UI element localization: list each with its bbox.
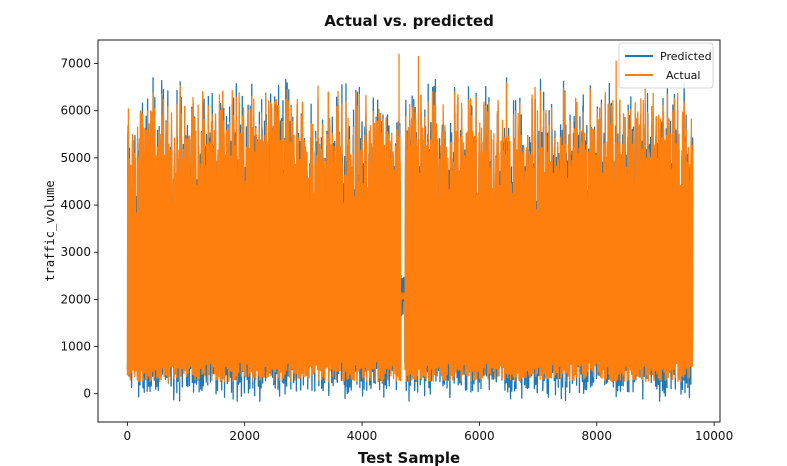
legend-box bbox=[618, 42, 714, 89]
legend-label-predicted: Predicted bbox=[660, 50, 712, 63]
y-axis-label: traffic_volume bbox=[43, 180, 57, 281]
y-tick-label: 5000 bbox=[60, 151, 91, 165]
x-tick-label: 2000 bbox=[229, 429, 260, 443]
plot-area bbox=[97, 39, 721, 423]
series-line-actual bbox=[126, 53, 694, 383]
x-tick-label: 0 bbox=[124, 429, 132, 443]
y-tick-label: 1000 bbox=[60, 340, 91, 354]
y-tick-label: 4000 bbox=[60, 198, 91, 212]
x-tick-label: 4000 bbox=[347, 429, 378, 443]
y-tick-label: 3000 bbox=[60, 245, 91, 259]
y-tick-label: 7000 bbox=[60, 57, 91, 71]
x-axis-label: Test Sample bbox=[358, 449, 460, 466]
x-tick-label: 8000 bbox=[582, 429, 613, 443]
legend-label-actual: Actual bbox=[666, 69, 700, 82]
x-axis-ticks: 0 2000 4000 6000 8000 10000 bbox=[124, 422, 733, 443]
series-layer bbox=[126, 53, 694, 402]
x-tick-label: 6000 bbox=[464, 429, 495, 443]
x-tick-label: 10000 bbox=[695, 429, 733, 443]
y-tick-label: 0 bbox=[83, 387, 91, 401]
y-tick-label: 6000 bbox=[60, 104, 91, 118]
y-axis-ticks: 0 1000 2000 3000 4000 5000 6000 7000 bbox=[60, 57, 98, 401]
axes-frame bbox=[97, 39, 721, 423]
y-tick-label: 2000 bbox=[60, 292, 91, 306]
legend: Predicted Actual bbox=[618, 42, 714, 89]
chart-title: Actual vs. predicted bbox=[324, 12, 494, 30]
